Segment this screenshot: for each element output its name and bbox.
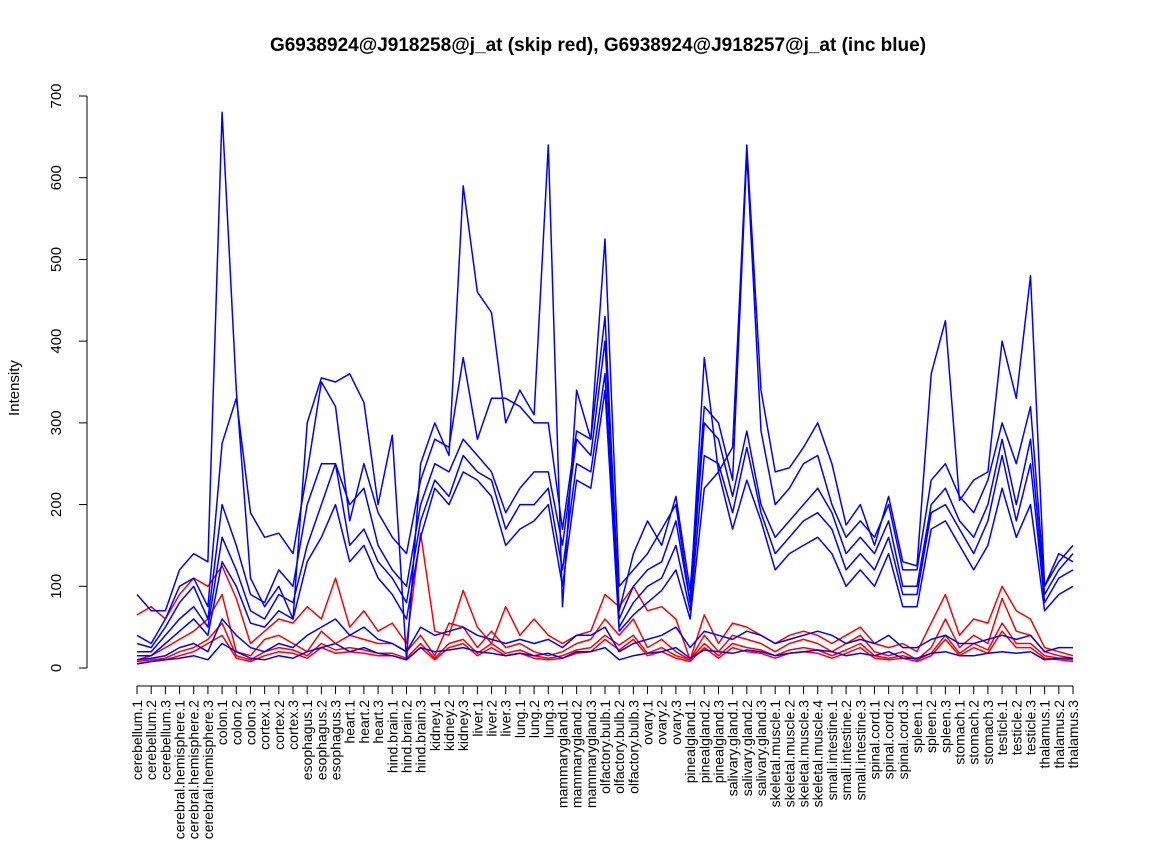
x-tick-label: olfactory.bulb.1 bbox=[597, 700, 613, 794]
x-tick-label: ovary.3 bbox=[668, 700, 684, 745]
x-tick-label: spleen.3 bbox=[937, 700, 953, 753]
x-tick-label: spinal.cord.3 bbox=[895, 700, 911, 780]
x-tick-label: skeletal.muscle.1 bbox=[767, 700, 783, 808]
x-tick-label: liver.2 bbox=[484, 700, 500, 737]
x-tick-label: cerebellum.2 bbox=[143, 700, 159, 780]
x-tick-label: salivary.gland.1 bbox=[725, 700, 741, 796]
x-tick-label: small.intestine.2 bbox=[838, 700, 854, 801]
x-tick-label: ovary.1 bbox=[640, 700, 656, 745]
y-axis-label: Intensity bbox=[6, 360, 23, 416]
x-tick-label: lung.2 bbox=[526, 700, 542, 738]
series-line-inc bbox=[137, 373, 1074, 653]
series-line-inc bbox=[136, 340, 1074, 649]
x-tick-label: thalamus.3 bbox=[1065, 700, 1081, 769]
x-tick-label: spinal.cord.1 bbox=[866, 700, 882, 780]
x-tick-label: lung.1 bbox=[512, 700, 528, 738]
x-tick-label: esophagus.3 bbox=[328, 700, 344, 780]
y-tick-label: 0 bbox=[48, 664, 65, 672]
x-tick-label: kidney.3 bbox=[455, 700, 471, 751]
x-tick-label: colon.2 bbox=[228, 700, 244, 745]
series-line-inc bbox=[136, 618, 1073, 661]
x-tick-label: testicle.1 bbox=[994, 700, 1010, 755]
x-axis: cerebellum.1cerebellum.2cerebellum.3cere… bbox=[129, 685, 1081, 840]
x-tick-label: kidney.1 bbox=[427, 700, 443, 751]
x-tick-label: heart.2 bbox=[356, 700, 372, 744]
x-tick-label: mammarygland.3 bbox=[583, 700, 599, 808]
x-tick-label: spleen.2 bbox=[923, 700, 939, 753]
y-tick-label: 100 bbox=[48, 574, 65, 599]
y-axis: 0 100 200 300 400 500 600 700 bbox=[48, 83, 88, 672]
x-tick-label: pinealgland.2 bbox=[696, 700, 712, 784]
x-tick-label: hind.brain.2 bbox=[398, 700, 414, 773]
x-tick-label: heart.1 bbox=[342, 700, 358, 744]
x-tick-label: cerebellum.1 bbox=[129, 700, 145, 780]
series-line-skip bbox=[136, 630, 1074, 665]
x-tick-label: liver.1 bbox=[469, 700, 485, 737]
x-tick-label: cerebral.hemisphere.3 bbox=[200, 700, 216, 840]
x-tick-label: spinal.cord.2 bbox=[881, 700, 897, 780]
x-tick-label: cerebral.hemisphere.1 bbox=[172, 700, 188, 840]
x-tick-label: lung.3 bbox=[540, 700, 556, 738]
series-line-skip bbox=[136, 532, 1074, 661]
y-tick-label: 600 bbox=[48, 165, 65, 190]
x-tick-label: cortex.1 bbox=[257, 700, 273, 750]
x-tick-label: skeletal.muscle.2 bbox=[781, 700, 797, 808]
x-tick-label: hind.brain.1 bbox=[384, 700, 400, 773]
x-tick-label: ovary.2 bbox=[654, 700, 670, 745]
x-tick-label: esophagus.1 bbox=[299, 700, 315, 780]
x-tick-label: salivary.gland.2 bbox=[739, 700, 755, 796]
x-tick-label: cerebellum.3 bbox=[157, 700, 173, 780]
x-tick-label: cortex.3 bbox=[285, 700, 301, 750]
series-line-inc bbox=[137, 389, 1074, 657]
x-tick-label: skeletal.muscle.3 bbox=[796, 700, 812, 808]
y-tick-label: 500 bbox=[48, 247, 65, 272]
x-tick-label: olfactory.bulb.2 bbox=[611, 700, 627, 794]
x-tick-label: cerebral.hemisphere.2 bbox=[186, 700, 202, 840]
x-tick-label: salivary.gland.3 bbox=[753, 700, 769, 796]
series-line-inc bbox=[136, 152, 1074, 645]
x-tick-label: colon.3 bbox=[242, 700, 258, 745]
x-tick-label: small.intestine.1 bbox=[824, 700, 840, 801]
x-tick-label: stomach.2 bbox=[966, 700, 982, 765]
x-tick-label: heart.3 bbox=[370, 700, 386, 744]
x-tick-label: cortex.2 bbox=[271, 700, 287, 750]
x-tick-label: kidney.2 bbox=[441, 700, 457, 751]
x-tick-label: colon.1 bbox=[214, 700, 230, 745]
x-tick-label: olfactory.bulb.3 bbox=[625, 700, 641, 794]
x-tick-label: stomach.1 bbox=[952, 700, 968, 765]
x-tick-label: thalamus.1 bbox=[1037, 700, 1053, 769]
y-tick-label: 200 bbox=[48, 492, 65, 517]
y-tick-label: 400 bbox=[48, 329, 65, 354]
x-tick-label: stomach.3 bbox=[980, 700, 996, 765]
x-tick-label: mammarygland.2 bbox=[569, 700, 585, 808]
x-tick-label: spleen.1 bbox=[909, 700, 925, 753]
y-tick-label: 300 bbox=[48, 410, 65, 435]
x-tick-label: mammarygland.1 bbox=[554, 700, 570, 808]
x-tick-label: testicle.3 bbox=[1022, 700, 1038, 755]
x-tick-label: liver.3 bbox=[498, 700, 514, 737]
x-tick-label: small.intestine.3 bbox=[852, 700, 868, 801]
x-tick-label: pinealgland.1 bbox=[682, 700, 698, 784]
chart-title: G6938924@J918258@j_at (skip red), G69389… bbox=[270, 35, 926, 56]
series-group bbox=[136, 111, 1074, 665]
series-line-skip bbox=[136, 622, 1074, 663]
x-tick-label: skeletal.muscle.4 bbox=[810, 700, 826, 808]
x-tick-label: thalamus.2 bbox=[1051, 700, 1067, 769]
x-tick-label: testicle.2 bbox=[1008, 700, 1024, 755]
x-tick-label: pinealgland.3 bbox=[710, 700, 726, 784]
x-tick-label: esophagus.2 bbox=[313, 700, 329, 780]
y-tick-label: 700 bbox=[48, 83, 65, 108]
x-tick-label: hind.brain.3 bbox=[413, 700, 429, 773]
series-line-inc bbox=[136, 642, 1073, 665]
